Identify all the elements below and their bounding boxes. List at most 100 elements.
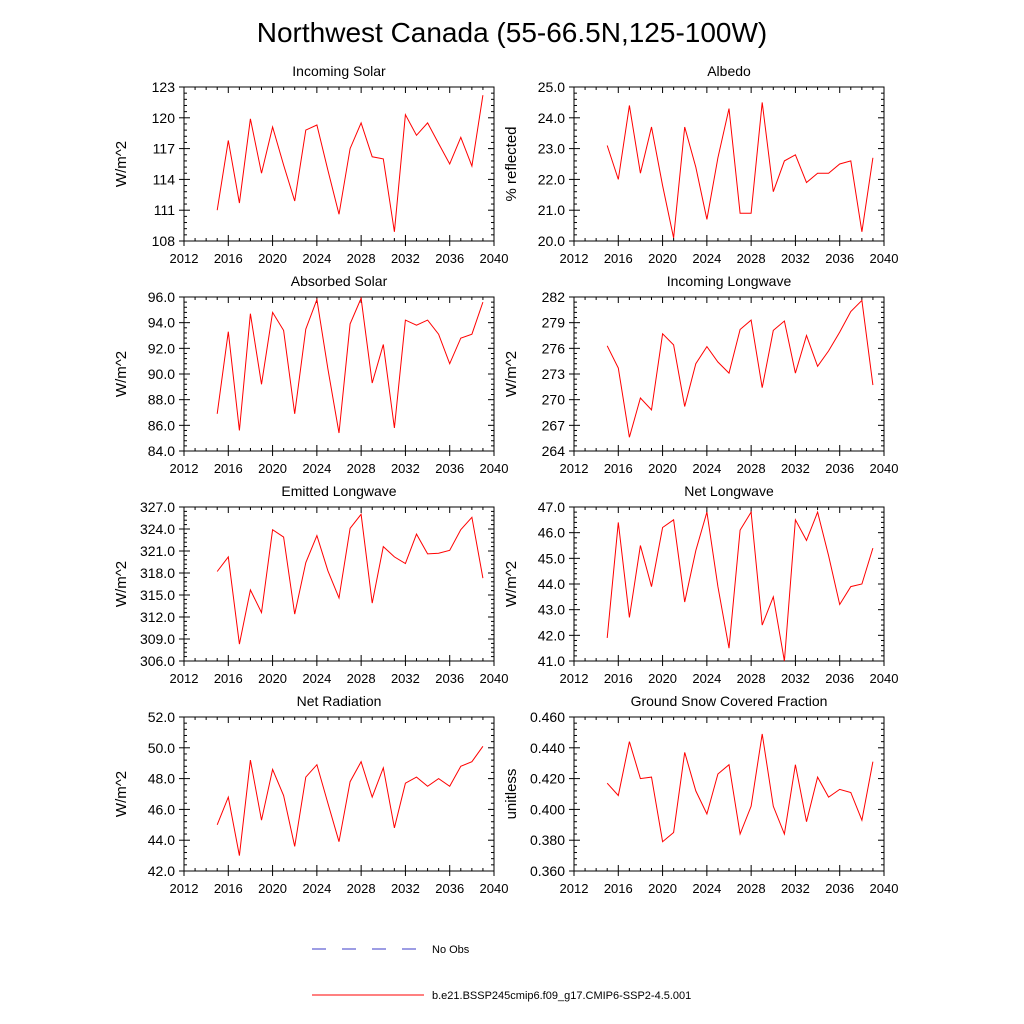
legend-no-obs-label: No Obs <box>432 944 470 956</box>
y-tick-label: 50.0 <box>148 740 175 756</box>
y-tick-label: 47.0 <box>538 499 565 515</box>
y-tick-label: 111 <box>154 202 175 218</box>
x-tick-label: 2032 <box>391 881 420 896</box>
x-tick-label: 2012 <box>170 461 199 476</box>
x-tick-label: 2028 <box>737 881 766 896</box>
y-tick-label: 318.0 <box>140 565 175 581</box>
x-tick-label: 2016 <box>214 881 243 896</box>
y-tick-label: 46.0 <box>148 801 175 817</box>
x-tick-label: 2032 <box>391 461 420 476</box>
y-tick-label: 270 <box>542 392 566 408</box>
x-tick-label: 2036 <box>435 881 464 896</box>
y-tick-label: 264 <box>542 443 566 459</box>
y-tick-label: 86.0 <box>148 417 175 433</box>
x-tick-label: 2016 <box>604 251 633 266</box>
y-tick-label: 90.0 <box>148 366 175 382</box>
x-tick-label: 2016 <box>214 671 243 686</box>
x-tick-label: 2016 <box>604 461 633 476</box>
x-tick-label: 2020 <box>258 251 287 266</box>
y-tick-label: 20.0 <box>538 233 565 249</box>
chart-panel: 2012 2016 2020 2024 2028 2032 2036 2040 20.0 21.0… <box>503 63 898 266</box>
legend: No Obs b.e21.BSSP245cmip6.f09_g17.CMIP6-… <box>312 944 691 1002</box>
y-tick-label: 22.0 <box>538 171 565 187</box>
y-tick-label: 321.0 <box>140 543 175 559</box>
y-tick-label: 46.0 <box>538 525 565 541</box>
x-tick-label: 2012 <box>170 671 199 686</box>
x-tick-label: 2024 <box>302 881 331 896</box>
x-tick-label: 2024 <box>302 251 331 266</box>
panel-title: Net Longwave <box>684 483 774 499</box>
y-tick-label: 44.0 <box>148 832 175 848</box>
panel-title: Incoming Solar <box>292 63 386 79</box>
y-tick-label: 42.0 <box>148 863 175 879</box>
x-tick-label: 2036 <box>825 461 854 476</box>
x-tick-label: 2028 <box>347 671 376 686</box>
x-tick-label: 2032 <box>781 251 810 266</box>
x-tick-label: 2012 <box>170 251 199 266</box>
y-tick-label: 117 <box>153 141 176 157</box>
series-line <box>216 296 484 434</box>
x-tick-label: 2036 <box>825 251 854 266</box>
plot-frame <box>183 86 495 242</box>
y-tick-label: 92.0 <box>148 340 175 356</box>
y-tick-label: 324.0 <box>140 521 175 537</box>
y-tick-label: 94.0 <box>148 315 175 331</box>
y-tick-label: 0.380 <box>530 832 565 848</box>
panel-title: Incoming Longwave <box>667 273 792 289</box>
x-tick-label: 2012 <box>560 461 589 476</box>
plot-frame <box>183 716 495 872</box>
y-tick-label: 315.0 <box>140 587 175 603</box>
x-tick-label: 2032 <box>781 461 810 476</box>
x-tick-label: 2012 <box>560 671 589 686</box>
x-tick-label: 2028 <box>347 461 376 476</box>
panel-title: Net Radiation <box>297 693 382 709</box>
x-tick-label: 2020 <box>258 671 287 686</box>
x-tick-label: 2024 <box>692 251 721 266</box>
y-tick-label: 45.0 <box>538 550 565 566</box>
y-tick-label: 312.0 <box>140 609 175 625</box>
series-line <box>606 299 874 438</box>
series-line <box>606 102 874 239</box>
y-axis-label: unitless <box>503 769 520 820</box>
x-tick-label: 2028 <box>347 251 376 266</box>
x-tick-label: 2032 <box>781 671 810 686</box>
y-axis-label: % reflected <box>503 126 520 201</box>
figure-title: Northwest Canada (55-66.5N,125-100W) <box>257 17 767 48</box>
y-tick-label: 0.420 <box>530 771 565 787</box>
y-axis-label: W/m^2 <box>113 771 130 817</box>
x-tick-label: 2032 <box>781 881 810 896</box>
y-tick-label: 267 <box>542 417 566 433</box>
x-tick-label: 2020 <box>648 251 677 266</box>
x-tick-label: 2036 <box>825 671 854 686</box>
x-tick-label: 2040 <box>870 671 899 686</box>
y-tick-label: 276 <box>542 340 566 356</box>
y-tick-label: 44.0 <box>538 576 565 592</box>
y-tick-label: 25.0 <box>538 79 565 95</box>
y-tick-label: 21.0 <box>538 202 565 218</box>
chart-panel: 2012 2016 2020 2024 2028 2032 2036 2040 42.0 44.0… <box>113 693 508 896</box>
x-tick-label: 2036 <box>435 251 464 266</box>
y-axis-label: W/m^2 <box>113 561 130 607</box>
series-line <box>216 746 484 856</box>
x-tick-label: 2016 <box>214 461 243 476</box>
x-tick-label: 2040 <box>480 251 509 266</box>
y-axis-label: W/m^2 <box>503 351 520 397</box>
x-tick-label: 2040 <box>480 881 509 896</box>
y-tick-label: 123 <box>152 79 176 95</box>
y-tick-label: 48.0 <box>148 771 175 787</box>
y-tick-label: 23.0 <box>538 141 565 157</box>
chart-panel: 2012 2016 2020 2024 2028 2032 2036 2040 108 111 11… <box>113 63 508 266</box>
x-tick-label: 2028 <box>737 671 766 686</box>
x-tick-label: 2028 <box>347 881 376 896</box>
y-axis-label: W/m^2 <box>113 141 130 187</box>
plot-frame <box>573 716 885 872</box>
y-tick-label: 96.0 <box>148 289 175 305</box>
y-tick-label: 279 <box>542 315 566 331</box>
y-tick-label: 309.0 <box>140 631 175 647</box>
y-tick-label: 273 <box>542 366 566 382</box>
x-tick-label: 2040 <box>870 461 899 476</box>
x-tick-label: 2016 <box>604 881 633 896</box>
x-tick-label: 2032 <box>391 251 420 266</box>
x-tick-label: 2020 <box>258 461 287 476</box>
